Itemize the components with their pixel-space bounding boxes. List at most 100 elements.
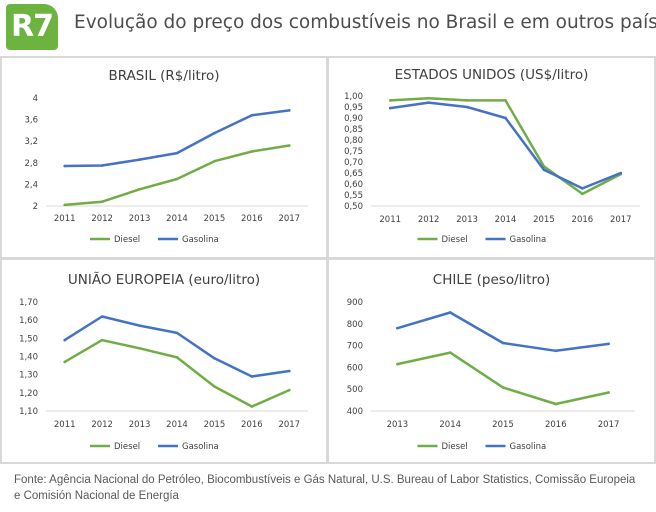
chart-title: BRASIL (R$/litro) <box>108 68 219 84</box>
chart-brasil: BRASIL (R$/litro) 2 2,4 2,8 3,2 3,6 4 2011 2012 2… <box>24 68 308 245</box>
page-title: Evolução do preço dos combustíveis no Br… <box>74 12 656 33</box>
data-point-gasolina <box>138 158 141 161</box>
x-tick-label: 2015 <box>204 214 226 224</box>
y-tick-label: 0,95 <box>344 103 363 113</box>
x-tick-label: 2014 <box>166 214 188 224</box>
x-tick-label: 2017 <box>278 214 300 224</box>
chart-title: CHILE (peso/litro) <box>433 272 550 288</box>
y-tick-label: 1,20 <box>19 389 38 399</box>
data-point-gasolina <box>287 109 291 112</box>
data-point-gasolina <box>138 324 141 327</box>
data-point-diesel <box>287 144 291 147</box>
divider-middle-vertical <box>326 56 329 464</box>
legend-label-gasolina: Gasolina <box>182 235 219 245</box>
y-tick-label: 0,70 <box>344 158 363 168</box>
data-point-diesel <box>138 347 141 350</box>
data-point-gasolina <box>581 187 584 190</box>
data-point-gasolina <box>63 338 67 342</box>
x-tick-label: 2017 <box>278 420 300 430</box>
y-tick-label: 1,10 <box>19 407 38 417</box>
data-point-gasolina <box>501 341 505 345</box>
data-point-diesel <box>175 177 179 181</box>
data-point-gasolina <box>100 315 104 318</box>
x-tick-label: 2013 <box>456 215 478 225</box>
divider-middle-horizontal <box>0 257 656 260</box>
chart-panel-estados-unidos: ESTADOS UNIDOS (US$/litro) 0,50 0,55 0,60 0,… <box>329 58 654 257</box>
chart-title: ESTADOS UNIDOS (US$/litro) <box>395 67 589 83</box>
data-point-diesel <box>63 203 67 207</box>
data-point-diesel <box>250 150 254 153</box>
data-point-diesel <box>388 99 392 102</box>
legend-label-diesel: Diesel <box>442 442 468 452</box>
x-tick-label: 2013 <box>129 420 151 430</box>
y-tick-label: 0,80 <box>344 136 363 146</box>
chart-panel-brasil: BRASIL (R$/litro) 2 2,4 2,8 3,2 3,6 4 2011 2012 2… <box>2 58 326 257</box>
x-tick-label: 2016 <box>545 420 567 430</box>
data-point-gasolina <box>250 113 254 117</box>
x-tick-label: 2013 <box>129 214 151 224</box>
data-point-diesel <box>100 338 104 342</box>
x-tick-label: 2016 <box>241 214 263 224</box>
series-line-gasolina <box>388 101 623 190</box>
chart-chile: CHILE (peso/litro) 400 500 600 700 800 900 2013… <box>347 272 635 452</box>
data-point-diesel <box>607 391 610 394</box>
series-line-diesel <box>388 96 623 196</box>
y-tick-label: 1,00 <box>344 92 363 102</box>
y-tick-label: 0,90 <box>344 114 363 124</box>
legend-label-diesel: Diesel <box>114 235 140 245</box>
divider-bottom <box>0 462 656 464</box>
data-point-diesel <box>554 402 558 406</box>
x-tick-label: 2014 <box>166 420 188 430</box>
series-line-diesel <box>63 338 291 408</box>
legend-label-gasolina: Gasolina <box>510 235 547 245</box>
data-point-gasolina <box>388 106 392 110</box>
x-tick-label: 2011 <box>54 214 76 224</box>
data-point-diesel <box>250 405 254 408</box>
data-point-gasolina <box>175 331 179 335</box>
data-point-gasolina <box>63 164 67 168</box>
data-point-diesel <box>396 362 399 366</box>
data-point-gasolina <box>213 357 216 360</box>
y-tick-label: 2 <box>33 202 38 212</box>
y-tick-label: 0,85 <box>344 125 363 135</box>
y-tick-label: 1,50 <box>19 334 38 344</box>
y-tick-label: 500 <box>347 385 363 395</box>
data-point-gasolina <box>100 164 104 167</box>
y-tick-label: 0,65 <box>344 169 363 179</box>
data-point-diesel <box>213 159 216 163</box>
chart-panel-uniao-europeia: UNIÃO EUROPEIA (euro/litro) 1,10 1,20 1,30 1… <box>2 260 326 462</box>
x-tick-label: 2011 <box>379 215 401 225</box>
x-tick-label: 2014 <box>495 215 517 225</box>
data-point-gasolina <box>427 101 430 104</box>
series-line-diesel <box>63 144 291 207</box>
y-tick-label: 1,70 <box>19 298 38 308</box>
chart-estados-unidos: ESTADOS UNIDOS (US$/litro)0,500,550,600,… <box>344 67 640 245</box>
y-tick-label: 900 <box>347 298 363 308</box>
x-tick-label: 2015 <box>204 420 226 430</box>
data-point-gasolina <box>619 171 623 175</box>
x-tick-label: 2012 <box>91 214 113 224</box>
data-point-gasolina <box>465 105 469 109</box>
data-point-diesel <box>581 192 584 196</box>
y-tick-label: 1,30 <box>19 371 38 381</box>
data-point-gasolina <box>396 326 399 330</box>
chart-uniao-europeia: UNIÃO EUROPEIA (euro/litro) 1,10 1,20 1,30 1… <box>19 271 308 452</box>
x-tick-label: 2017 <box>598 420 620 430</box>
y-tick-label: 0,60 <box>344 180 363 190</box>
y-tick-label: 600 <box>347 363 363 373</box>
legend-label-diesel: Diesel <box>114 442 140 452</box>
data-point-diesel <box>465 99 469 102</box>
source-note: Fonte: Agência Nacional do Petróleo, Bio… <box>14 474 636 502</box>
x-tick-label: 2011 <box>54 420 76 430</box>
y-tick-label: 2,8 <box>24 159 38 169</box>
series-line-gasolina <box>396 311 610 353</box>
y-tick-label: 1,40 <box>19 353 38 363</box>
data-point-gasolina <box>607 342 610 346</box>
series-line-diesel <box>396 351 610 406</box>
data-point-diesel <box>427 96 430 100</box>
x-tick-label: 2015 <box>492 420 514 430</box>
x-tick-label: 2013 <box>387 420 409 430</box>
header: R7 Evolução do preço dos combustíveis no… <box>0 0 656 56</box>
x-tick-label: 2012 <box>91 420 113 430</box>
data-point-gasolina <box>554 349 558 353</box>
